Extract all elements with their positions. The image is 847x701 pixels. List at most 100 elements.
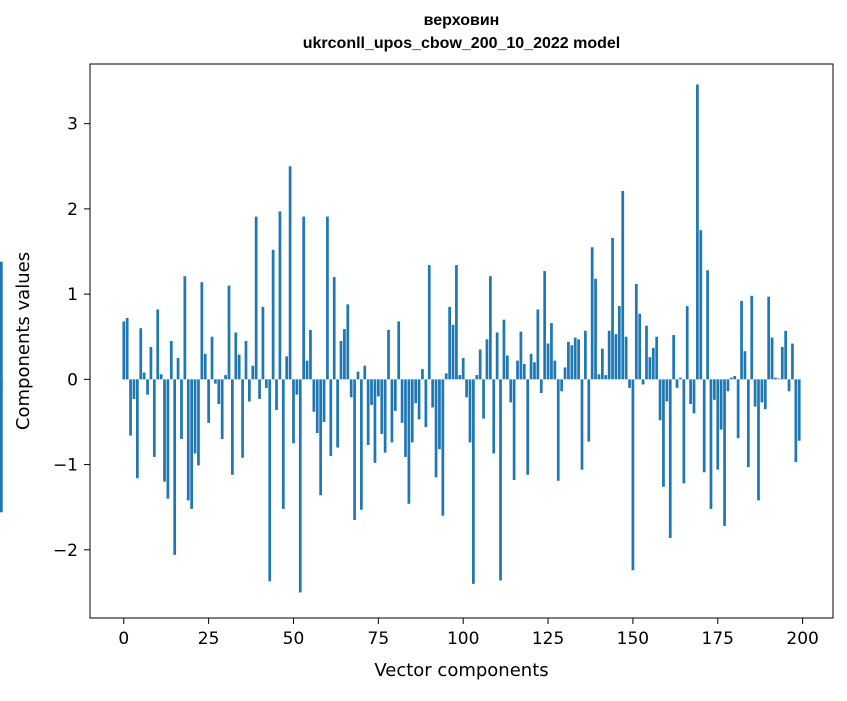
bar: [451, 324, 455, 380]
bar: [397, 321, 401, 380]
bar: [750, 295, 754, 380]
bar: [760, 379, 764, 403]
x-tick-label: 25: [198, 629, 220, 649]
x-tick-label: 50: [283, 629, 305, 649]
bar: [509, 379, 513, 403]
bar: [512, 379, 516, 480]
bar: [309, 329, 312, 380]
bar: [570, 345, 574, 380]
bar: [553, 360, 557, 380]
bar: [611, 237, 614, 380]
bar: [590, 247, 594, 380]
bar: [200, 282, 204, 380]
bar: [621, 190, 625, 380]
chart-title-line-2: ukrconll_upos_cbow_200_10_2022 model: [302, 35, 621, 52]
bar: [356, 371, 360, 380]
bar: [746, 379, 750, 468]
x-tick-label: 175: [702, 629, 734, 649]
bar-series: [0, 84, 801, 593]
bar: [502, 319, 506, 380]
bar: [488, 276, 492, 380]
bar: [461, 358, 465, 380]
bar: [665, 379, 669, 402]
bar: [159, 374, 163, 380]
bar: [668, 379, 672, 538]
bar: [173, 379, 177, 555]
bar: [305, 360, 309, 380]
bar: [482, 379, 485, 419]
y-tick-label: 1: [67, 285, 78, 305]
bar: [753, 379, 757, 407]
y-tick-label: −1: [53, 456, 78, 476]
bar: [343, 329, 346, 380]
bar: [645, 325, 648, 380]
bar: [458, 375, 462, 380]
bar: [631, 379, 635, 571]
bar: [407, 379, 411, 504]
bar: [444, 373, 448, 380]
bar: [125, 317, 129, 380]
bar: [424, 379, 428, 428]
bar: [584, 330, 587, 380]
bar: [455, 265, 458, 380]
bar: [682, 379, 686, 484]
bar: [478, 349, 482, 380]
bar: [210, 336, 214, 380]
bar: [709, 379, 713, 509]
bar: [366, 379, 370, 445]
bar: [193, 379, 197, 454]
bar: [183, 276, 187, 380]
bar: [733, 375, 737, 380]
x-tick-label: 75: [368, 629, 390, 649]
bar: [332, 277, 336, 380]
bar: [628, 379, 631, 388]
bar: [261, 306, 265, 380]
bar: [329, 379, 333, 457]
bar: [248, 379, 251, 402]
bar: [726, 379, 730, 392]
bar: [614, 334, 618, 380]
bar: [706, 270, 709, 380]
bar: [0, 261, 3, 380]
bar: [740, 300, 743, 380]
bar: [281, 379, 285, 509]
bar: [292, 379, 295, 444]
bar: [533, 362, 536, 380]
bar: [713, 379, 716, 400]
bar: [363, 365, 367, 380]
bar: [268, 379, 272, 582]
bar: [594, 278, 597, 380]
bar: [794, 379, 798, 463]
bar: [743, 351, 747, 380]
bar: [390, 379, 394, 443]
bar: [438, 379, 441, 450]
bar: [577, 339, 580, 380]
bar: [791, 343, 794, 380]
bar: [597, 374, 601, 380]
bar: [393, 379, 397, 411]
bar: [797, 379, 801, 441]
bar: [339, 341, 343, 380]
bar: [729, 377, 733, 380]
bar: [448, 306, 451, 380]
bar: [617, 306, 621, 380]
bar: [672, 335, 675, 380]
bar: [522, 364, 526, 380]
plot-frame: [89, 63, 834, 619]
bar: [556, 379, 560, 481]
bar: [601, 348, 604, 380]
bar: [655, 336, 659, 380]
bar: [326, 216, 329, 380]
bar: [214, 379, 217, 384]
bar: [176, 358, 180, 380]
bar: [295, 379, 299, 395]
bar: [526, 379, 530, 475]
bar: [468, 379, 472, 443]
bar: [536, 309, 540, 380]
bar: [692, 379, 696, 414]
bar: [651, 347, 655, 380]
bar: [241, 379, 244, 458]
bar: [485, 339, 489, 380]
